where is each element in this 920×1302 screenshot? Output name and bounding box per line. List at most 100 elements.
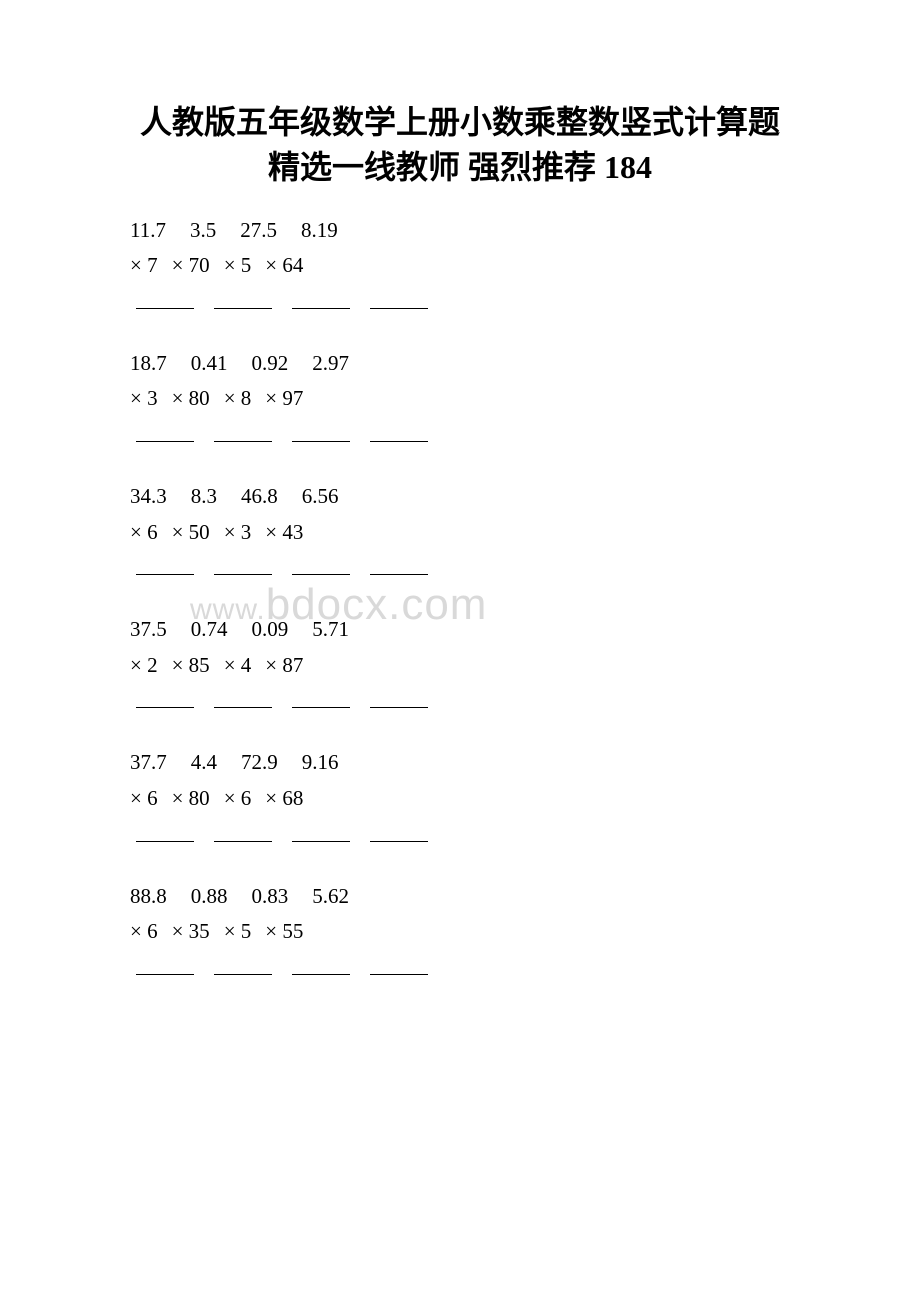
answer-line (370, 822, 428, 842)
answer-line (370, 688, 428, 708)
operand: 34.3 (130, 480, 167, 514)
answer-line (214, 955, 272, 975)
answer-line (292, 688, 350, 708)
multiplier: × 6 (224, 782, 252, 816)
multiplier: × 68 (265, 782, 303, 816)
operand: 5.71 (312, 613, 349, 647)
multiplier: × 85 (172, 649, 210, 683)
operand: 5.62 (312, 880, 349, 914)
problems-content: 11.7 3.5 27.5 8.19 × 7 × 70 × 5 × 64 18.… (70, 214, 850, 975)
answer-line (370, 422, 428, 442)
multiplier: × 6 (130, 516, 158, 550)
operand: 0.88 (191, 880, 228, 914)
answer-line (136, 555, 194, 575)
multiplier: × 3 (130, 382, 158, 416)
multiplier: × 43 (265, 516, 303, 550)
operand: 72.9 (241, 746, 278, 780)
multipliers-row: × 6 × 50 × 3 × 43 (130, 516, 850, 550)
operand: 4.4 (191, 746, 217, 780)
operand: 3.5 (190, 214, 216, 248)
answer-line (370, 955, 428, 975)
multiplier: × 35 (172, 915, 210, 949)
answer-line (136, 955, 194, 975)
operand: 11.7 (130, 214, 166, 248)
operands-row: 11.7 3.5 27.5 8.19 (130, 214, 850, 248)
title-line-2: 精选一线教师 强烈推荐 184 (70, 145, 850, 190)
answer-lines (130, 822, 850, 842)
problem-group: 37.7 4.4 72.9 9.16 × 6 × 80 × 6 × 68 (130, 746, 850, 841)
answer-lines (130, 422, 850, 442)
operands-row: 37.5 0.74 0.09 5.71 (130, 613, 850, 647)
document-title: 人教版五年级数学上册小数乘整数竖式计算题 精选一线教师 强烈推荐 184 (70, 100, 850, 190)
multiplier: × 87 (265, 649, 303, 683)
answer-lines (130, 688, 850, 708)
multiplier: × 80 (172, 382, 210, 416)
answer-line (136, 822, 194, 842)
multiplier: × 50 (172, 516, 210, 550)
answer-lines (130, 289, 850, 309)
answer-line (292, 955, 350, 975)
operand: 37.5 (130, 613, 167, 647)
multiplier: × 55 (265, 915, 303, 949)
multiplier: × 97 (265, 382, 303, 416)
operand: 27.5 (240, 214, 277, 248)
operands-row: 18.7 0.41 0.92 2.97 (130, 347, 850, 381)
operand: 88.8 (130, 880, 167, 914)
multipliers-row: × 2 × 85 × 4 × 87 (130, 649, 850, 683)
multipliers-row: × 6 × 35 × 5 × 55 (130, 915, 850, 949)
operand: 46.8 (241, 480, 278, 514)
answer-line (214, 422, 272, 442)
answer-line (292, 422, 350, 442)
operand: 2.97 (312, 347, 349, 381)
multiplier: × 6 (130, 915, 158, 949)
operand: 0.09 (252, 613, 289, 647)
answer-line (292, 555, 350, 575)
operands-row: 37.7 4.4 72.9 9.16 (130, 746, 850, 780)
answer-line (214, 688, 272, 708)
operand: 9.16 (302, 746, 339, 780)
problem-group: 88.8 0.88 0.83 5.62 × 6 × 35 × 5 × 55 (130, 880, 850, 975)
multiplier: × 5 (224, 915, 252, 949)
answer-line (136, 688, 194, 708)
multiplier: × 64 (265, 249, 303, 283)
multiplier: × 6 (130, 782, 158, 816)
operand: 6.56 (302, 480, 339, 514)
answer-line (214, 289, 272, 309)
answer-line (214, 822, 272, 842)
operand: 0.83 (252, 880, 289, 914)
multipliers-row: × 3 × 80 × 8 × 97 (130, 382, 850, 416)
multiplier: × 7 (130, 249, 158, 283)
answer-lines (130, 955, 850, 975)
multiplier: × 4 (224, 649, 252, 683)
multipliers-row: × 7 × 70 × 5 × 64 (130, 249, 850, 283)
operand: 0.92 (252, 347, 289, 381)
problem-group: 34.3 8.3 46.8 6.56 × 6 × 50 × 3 × 43 (130, 480, 850, 575)
problem-group: 37.5 0.74 0.09 5.71 × 2 × 85 × 4 × 87 (130, 613, 850, 708)
multiplier: × 80 (172, 782, 210, 816)
problem-group: 18.7 0.41 0.92 2.97 × 3 × 80 × 8 × 97 (130, 347, 850, 442)
multiplier: × 2 (130, 649, 158, 683)
multiplier: × 8 (224, 382, 252, 416)
answer-line (136, 289, 194, 309)
operand: 0.41 (191, 347, 228, 381)
answer-line (370, 555, 428, 575)
multipliers-row: × 6 × 80 × 6 × 68 (130, 782, 850, 816)
operand: 37.7 (130, 746, 167, 780)
answer-line (292, 822, 350, 842)
operand: 8.3 (191, 480, 217, 514)
operands-row: 88.8 0.88 0.83 5.62 (130, 880, 850, 914)
answer-lines (130, 555, 850, 575)
operands-row: 34.3 8.3 46.8 6.56 (130, 480, 850, 514)
operand: 18.7 (130, 347, 167, 381)
multiplier: × 3 (224, 516, 252, 550)
answer-line (292, 289, 350, 309)
answer-line (136, 422, 194, 442)
operand: 8.19 (301, 214, 338, 248)
answer-line (370, 289, 428, 309)
multiplier: × 5 (224, 249, 252, 283)
operand: 0.74 (191, 613, 228, 647)
problem-group: 11.7 3.5 27.5 8.19 × 7 × 70 × 5 × 64 (130, 214, 850, 309)
answer-line (214, 555, 272, 575)
multiplier: × 70 (172, 249, 210, 283)
title-line-1: 人教版五年级数学上册小数乘整数竖式计算题 (70, 100, 850, 145)
